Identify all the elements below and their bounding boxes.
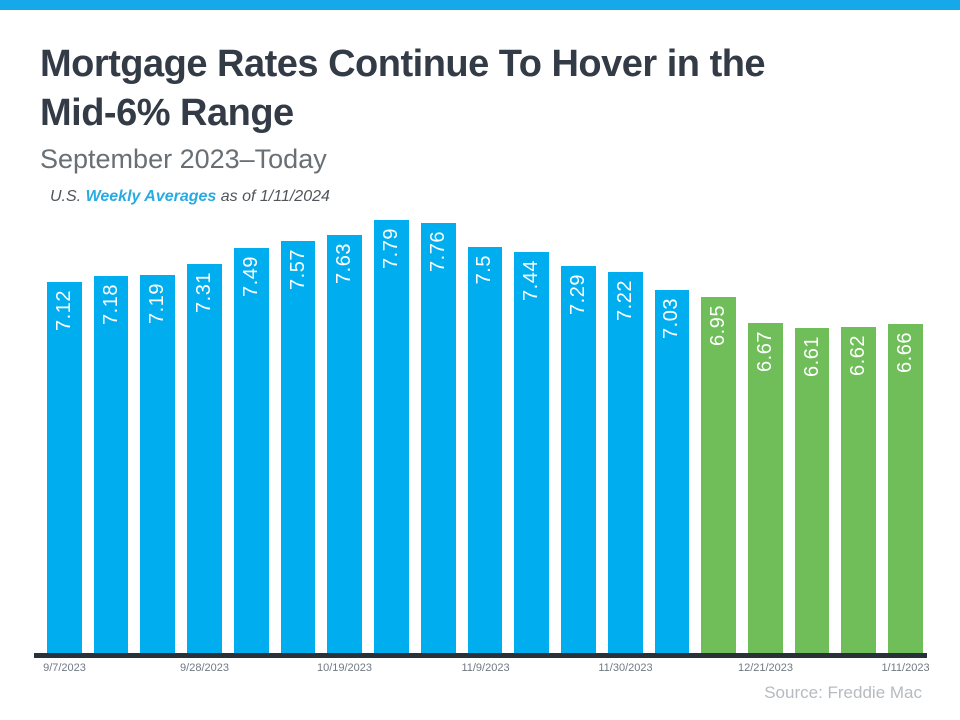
data-note: U.S. Weekly Averages as of 1/11/2024 bbox=[50, 188, 330, 206]
note-prefix: U.S. bbox=[50, 188, 86, 205]
bar: 7.76 bbox=[420, 223, 456, 653]
bar: 6.61 bbox=[794, 328, 830, 653]
page-title-line1: Mortgage Rates Continue To Hover in the bbox=[40, 43, 766, 85]
bar-value-label: 7.63 bbox=[333, 243, 356, 284]
bar-value-label: 7.19 bbox=[146, 283, 169, 325]
bar: 7.19 bbox=[140, 275, 176, 653]
bar: 7.12 bbox=[47, 281, 82, 653]
bar-value-label: 7.49 bbox=[239, 255, 262, 297]
x-tick-label: 10/19/2023 bbox=[316, 662, 373, 674]
bar: 7.63 bbox=[327, 235, 363, 653]
bar-value-label: 6.66 bbox=[894, 331, 917, 373]
bar: 7.29 bbox=[561, 266, 596, 653]
bar-value-label: 6.62 bbox=[847, 335, 870, 377]
bar-value-label: 7.5 bbox=[473, 254, 496, 285]
bar: 7.79 bbox=[374, 220, 409, 653]
bar-value-label: 7.57 bbox=[286, 248, 309, 290]
bar: 6.95 bbox=[701, 297, 737, 653]
page-title-line2: Mid-6% Range bbox=[40, 92, 294, 134]
bar-value-label: 7.31 bbox=[193, 272, 216, 314]
x-tick-label: 9/28/2023 bbox=[180, 662, 229, 674]
bar-value-label: 6.95 bbox=[707, 305, 730, 347]
bar-value-label: 7.79 bbox=[380, 228, 402, 270]
bar-value-label: 7.44 bbox=[520, 260, 543, 302]
bar-value-label: 7.22 bbox=[613, 280, 636, 322]
bar-value-label: 7.03 bbox=[660, 297, 683, 339]
bar: 7.44 bbox=[514, 252, 550, 653]
x-tick-label: 11/30/2023 bbox=[598, 662, 653, 674]
bar: 7.31 bbox=[187, 264, 222, 653]
page-title: Mortgage Rates Continue To Hover in the M… bbox=[40, 40, 766, 138]
bar: 7.57 bbox=[280, 240, 316, 653]
top-accent-strip bbox=[0, 0, 960, 10]
bar: 7.22 bbox=[607, 272, 643, 653]
weekly-averages-link[interactable]: Weekly Averages bbox=[85, 188, 217, 205]
bar: 7.03 bbox=[654, 289, 690, 653]
note-suffix: as of 1/11/2024 bbox=[216, 188, 330, 205]
bar: 7.18 bbox=[93, 276, 129, 653]
bar: 6.66 bbox=[888, 323, 923, 653]
x-tick-label: 12/21/2023 bbox=[737, 662, 794, 674]
x-tick-label: 1/11/2023 bbox=[881, 662, 930, 674]
x-axis-line bbox=[34, 653, 927, 658]
bar-value-label: 7.29 bbox=[566, 274, 589, 316]
bar-value-label: 7.12 bbox=[52, 289, 75, 331]
bar-chart: 7.12 7.18 7.19 7.31 7.49 7.57 7.63 7.79 7.76 7.5 7… bbox=[34, 215, 930, 676]
bar-value-label: 7.18 bbox=[99, 284, 122, 326]
x-tick-label: 11/9/2023 bbox=[461, 662, 510, 674]
x-axis-ticks: 9/7/2023 9/28/2023 10/19/2023 11/9/2023 11/3… bbox=[34, 658, 930, 676]
bar-value-label: 6.67 bbox=[753, 330, 776, 372]
bar: 7.5 bbox=[467, 246, 503, 653]
bar-value-label: 6.61 bbox=[800, 336, 823, 378]
bar-value-label: 7.76 bbox=[426, 231, 449, 273]
plot-area: 7.12 7.18 7.19 7.31 7.49 7.57 7.63 7.79 7.76 7.5 7… bbox=[34, 215, 927, 653]
bar: 6.62 bbox=[841, 327, 877, 653]
source-credit: Source: Freddie Mac bbox=[764, 683, 922, 702]
bar: 6.67 bbox=[748, 322, 783, 653]
bar: 7.49 bbox=[233, 247, 269, 653]
x-tick-label: 9/7/2023 bbox=[43, 662, 86, 674]
page-subtitle: September 2023–Today bbox=[40, 144, 327, 174]
